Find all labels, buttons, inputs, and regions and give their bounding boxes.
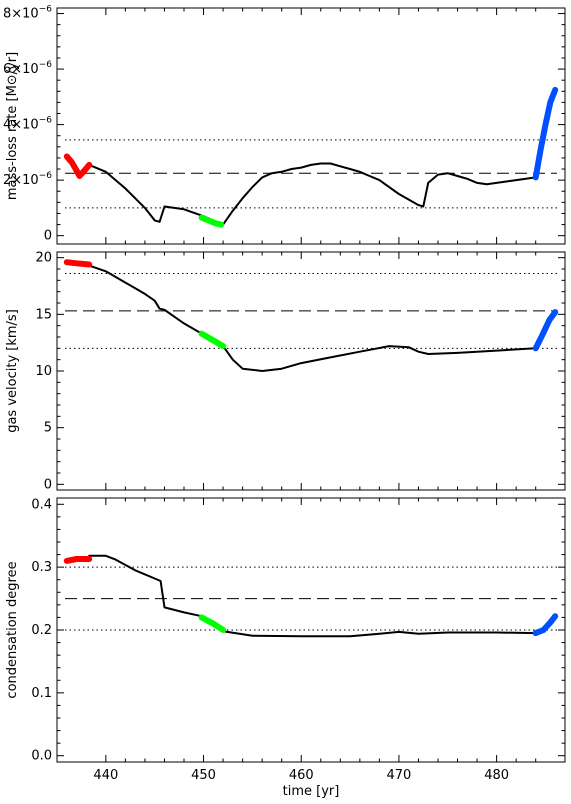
panel-gas-velocity: 0 5 10 15 20 gas velocity [km/s] <box>5 251 566 492</box>
y-tick-exponent: −6 <box>39 116 53 126</box>
y-tick-label: 10 <box>35 364 52 379</box>
y-tick-exponent: −6 <box>39 60 53 70</box>
highlight-segment <box>532 309 559 352</box>
x-tick-label: 460 <box>289 768 314 783</box>
y-tick-label: 0 <box>44 477 52 492</box>
x-tick-label: 480 <box>484 768 509 783</box>
y-tick-exponent: −6 <box>39 5 53 15</box>
y-tick-label: 0.3 <box>31 560 52 575</box>
data-lines <box>63 554 559 638</box>
highlight-segment <box>63 259 93 268</box>
y-tick-label: 5 <box>44 421 52 436</box>
y-tick-label: 0.1 <box>31 686 52 701</box>
x-tick-label: 450 <box>191 768 216 783</box>
y-ticks: 0.0 0.1 0.2 0.3 0.4 <box>31 497 565 764</box>
highlight-segment <box>532 613 559 637</box>
highlight-segment <box>63 556 93 564</box>
x-tick-label: 440 <box>93 768 118 783</box>
y-tick-label: 0 <box>44 229 52 244</box>
panel-condensation: 0.0 0.1 0.2 0.3 0.4 condensation degree <box>5 497 566 764</box>
data-lines <box>63 86 559 228</box>
highlight-segment <box>198 330 227 350</box>
x-tick-label: 470 <box>387 768 412 783</box>
y-axis-title: gas velocity [km/s] <box>5 309 20 433</box>
reference-lines <box>65 566 557 631</box>
time-series-line <box>88 264 537 372</box>
y-tick-label: 0.4 <box>31 497 52 512</box>
y-tick-label: 15 <box>35 307 52 322</box>
x-axis-title: time [yr] <box>283 784 340 799</box>
reference-lines <box>65 139 557 209</box>
y-axis-title: mass-loss rate [M⊙/yr] <box>5 52 20 200</box>
data-lines <box>63 259 559 372</box>
panel-mass-loss: 02×10−64×10−66×10−68×10−6 mass-loss rate… <box>3 5 566 245</box>
time-series-line <box>88 554 537 638</box>
y-tick-label: 0.2 <box>31 623 52 638</box>
y-tick-label: 8×10−6 <box>3 5 52 22</box>
y-ticks: 02×10−64×10−66×10−68×10−6 <box>3 5 565 244</box>
highlight-segment <box>532 86 559 181</box>
y-axis-title: condensation degree <box>5 561 20 698</box>
time-series-line <box>88 162 537 226</box>
reference-lines <box>65 273 557 349</box>
plot-frame <box>56 7 566 245</box>
highlight-segment <box>63 153 93 179</box>
y-tick-exponent: −6 <box>39 171 53 181</box>
highlight-segment <box>198 214 225 228</box>
x-axis: 440 450 460 470 480 <box>93 768 509 783</box>
y-ticks: 0 5 10 15 20 <box>35 251 565 492</box>
highlight-segment <box>198 614 227 633</box>
y-tick-label: 0.0 <box>31 749 52 764</box>
y-tick-label: 20 <box>35 251 52 266</box>
